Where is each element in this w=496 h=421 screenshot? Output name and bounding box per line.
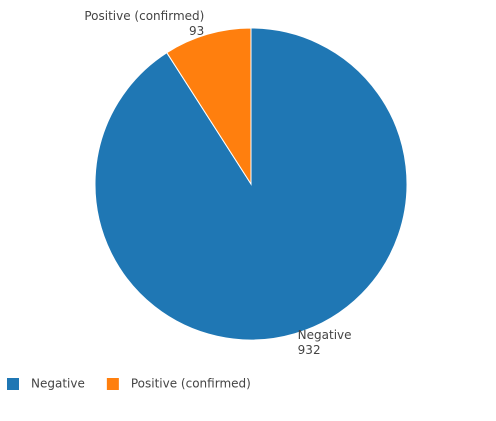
legend-label: Negative	[31, 377, 85, 391]
slice-value: 932	[298, 343, 321, 357]
legend-label: Positive (confirmed)	[131, 377, 251, 391]
slice-label: Negative	[298, 328, 352, 342]
slice-label: Positive (confirmed)	[84, 9, 204, 23]
legend-swatch	[106, 378, 119, 390]
pie-slice	[166, 27, 252, 186]
legend-swatch	[7, 378, 19, 390]
slice-value: 93	[189, 24, 204, 38]
